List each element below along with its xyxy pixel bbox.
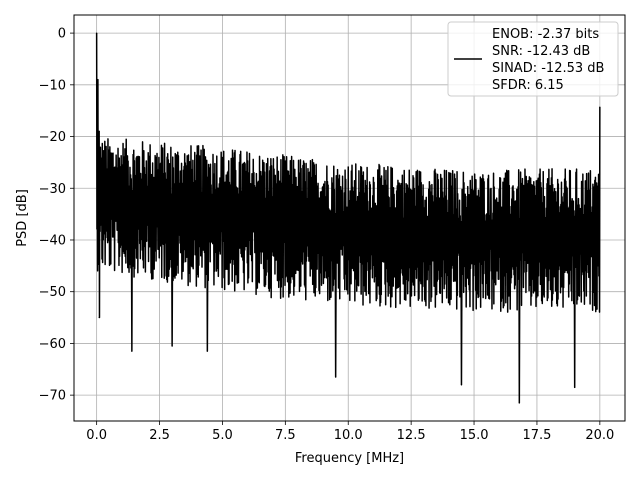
spectral-peak-point: [599, 106, 601, 108]
y-tick-label: −70: [39, 389, 66, 404]
deep-dip-point: [98, 316, 100, 319]
legend-entry-enob: ENOB: -2.37 bits: [492, 27, 599, 42]
y-axis-label: PSD [dB]: [15, 189, 30, 247]
deep-dip-point: [171, 345, 173, 347]
y-tick-label: −30: [39, 182, 66, 197]
deep-dip-point: [206, 350, 208, 352]
x-tick-label: 10.0: [334, 428, 363, 443]
x-tick-label: 15.0: [460, 428, 489, 443]
legend: ENOB: -2.37 bits SNR: -12.43 dB SINAD: -…: [447, 21, 619, 97]
y-tick-label: −40: [39, 233, 66, 248]
plot-area: [95, 32, 601, 404]
deep-dip-point: [518, 402, 520, 404]
spectral-peak-point: [97, 79, 99, 81]
deep-dip-point: [574, 386, 576, 388]
y-tick-label: −20: [39, 130, 66, 145]
x-tick-label: 2.5: [149, 428, 170, 443]
y-axis-ticks: 0 −10 −20 −30 −40 −50 −60 −70: [39, 27, 74, 404]
x-tick-label: 20.0: [585, 428, 614, 443]
psd-series-line: [95, 33, 601, 404]
x-tick-label: 5.0: [212, 428, 233, 443]
legend-entry-snr: SNR: -12.43 dB: [492, 44, 590, 59]
y-tick-label: −50: [39, 285, 66, 300]
deep-dip-point: [335, 376, 337, 378]
x-tick-label: 0.0: [86, 428, 107, 443]
x-tick-label: 7.5: [275, 428, 296, 443]
deep-dip-point: [460, 384, 463, 386]
x-axis-label: Frequency [MHz]: [295, 451, 404, 466]
legend-box: [447, 21, 619, 97]
x-axis-ticks: 0.0 2.5 5.0 7.5 10.0 12.5 15.0 17.5 20.0: [86, 421, 614, 443]
legend-entry-sinad: SINAD: -12.53 dB: [492, 61, 604, 76]
y-tick-label: −10: [39, 78, 66, 93]
spectral-peak-point: [96, 32, 98, 34]
y-tick-label: 0: [58, 27, 66, 42]
legend-entry-sfdr: SFDR: 6.15: [492, 78, 564, 93]
y-tick-label: −60: [39, 337, 66, 352]
deep-dip-point: [131, 350, 133, 352]
x-tick-label: 12.5: [397, 428, 426, 443]
axes-frame: [73, 14, 626, 422]
x-tick-label: 17.5: [522, 428, 551, 443]
spectral-peak-point: [98, 130, 100, 132]
